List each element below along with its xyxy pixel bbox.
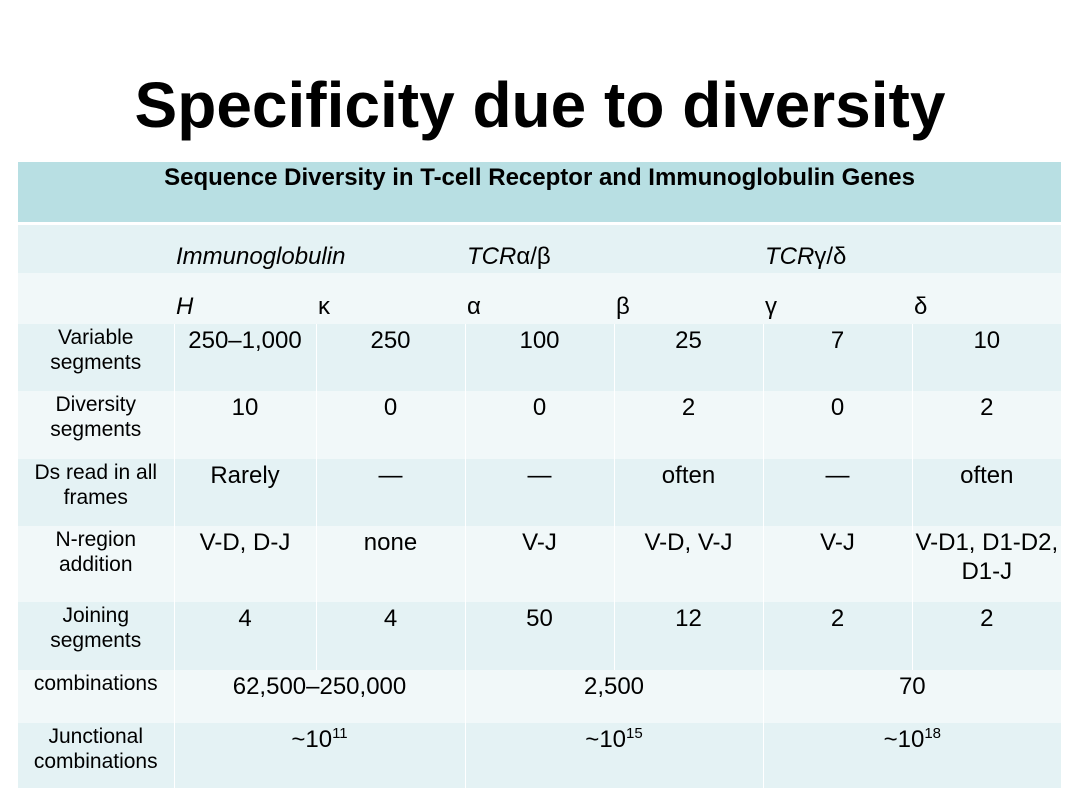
table-cell: 2 [613,390,763,459]
gene-header-h: H [174,272,316,324]
group-header-immunoglobulin: Immunoglobulin [174,223,465,273]
diversity-table: Sequence Diversity in T-cell Receptor an… [18,162,1062,788]
table-row: Variable segments 250–1,000 250 100 25 7… [18,323,1062,391]
row-label: N-region addition [18,525,174,602]
table-row: N-region addition V-D, D-J none V-J V-D,… [18,525,1062,602]
empty-header-cell [18,272,174,324]
table-cell: 7 [762,323,912,391]
table-cell: V-D, V-J [613,525,763,602]
table-cell: 62,500–250,000 [173,669,465,723]
gene-header-alpha: α [465,272,614,324]
table-cell: 4 [315,601,465,670]
table-cell: — [315,458,465,526]
row-label: Junctional combinations [18,722,174,788]
group-header-tcr-alpha-beta: TCRα/β [465,223,763,273]
group-header-tcr-gamma-delta: TCRγ/δ [763,223,1062,273]
table-row: combinations 62,500–250,000 2,500 70 [18,669,1062,723]
row-label: Variable segments [18,323,174,391]
table-cell: none [315,525,465,602]
table-cell: V-J [464,525,614,602]
row-label: Joining segments [18,601,174,670]
row-label: Ds read in all frames [18,458,174,526]
table-cell: 100 [464,323,614,391]
table-cell: — [762,458,912,526]
table-cell: 2,500 [464,669,763,723]
table-cell: V-D, D-J [173,525,316,602]
table-row: Ds read in all frames Rarely — — often —… [18,458,1062,526]
exponent: 11 [332,724,348,742]
table-cell: Rarely [173,458,316,526]
slide-title: Specificity due to diversity [134,69,946,141]
table-caption-row: Sequence Diversity in T-cell Receptor an… [18,162,1062,225]
gene-header-delta: δ [912,272,1062,324]
table-cell: often [613,458,763,526]
table-cell: ~1015 [464,722,763,788]
table-cell: 0 [315,390,465,459]
table-cell: 50 [464,601,614,670]
table-cell: often [911,458,1062,526]
table-cell: — [464,458,614,526]
exponent: 18 [924,724,941,742]
row-label: combinations [18,669,174,723]
empty-header-cell [18,223,174,273]
table-row: Joining segments 4 4 50 12 2 2 [18,601,1062,670]
table-cell: 70 [762,669,1062,723]
gene-header-beta: β [614,272,763,324]
gene-header-gamma: γ [763,272,912,324]
gene-header-row: H κ α β γ δ [18,272,1062,324]
table-cell: V-J [762,525,912,602]
table-cell: 0 [762,390,912,459]
table-cell: 10 [911,323,1062,391]
group-header-row: Immunoglobulin TCRα/β TCRγ/δ [18,223,1062,273]
table-cell: 2 [911,390,1062,459]
table-cell: ~1011 [173,722,465,788]
table-row: Diversity segments 10 0 0 2 0 2 [18,390,1062,459]
exponent: 15 [626,724,643,742]
table-cell: 2 [762,601,912,670]
table-cell: 250–1,000 [173,323,316,391]
table-cell: 12 [613,601,763,670]
row-label: Diversity segments [18,390,174,459]
table-cell: 4 [173,601,316,670]
table-cell: 25 [613,323,763,391]
table-cell: 2 [911,601,1062,670]
table-cell: V-D1, D1-D2, D1-J [911,525,1062,602]
gene-header-kappa: κ [316,272,465,324]
table-cell: 10 [173,390,316,459]
table-cell: 0 [464,390,614,459]
table-cell: ~1018 [762,722,1062,788]
table-row: Junctional combinations ~1011 ~1015 ~101… [18,722,1062,788]
table-caption: Sequence Diversity in T-cell Receptor an… [18,162,1062,225]
table-cell: 250 [315,323,465,391]
